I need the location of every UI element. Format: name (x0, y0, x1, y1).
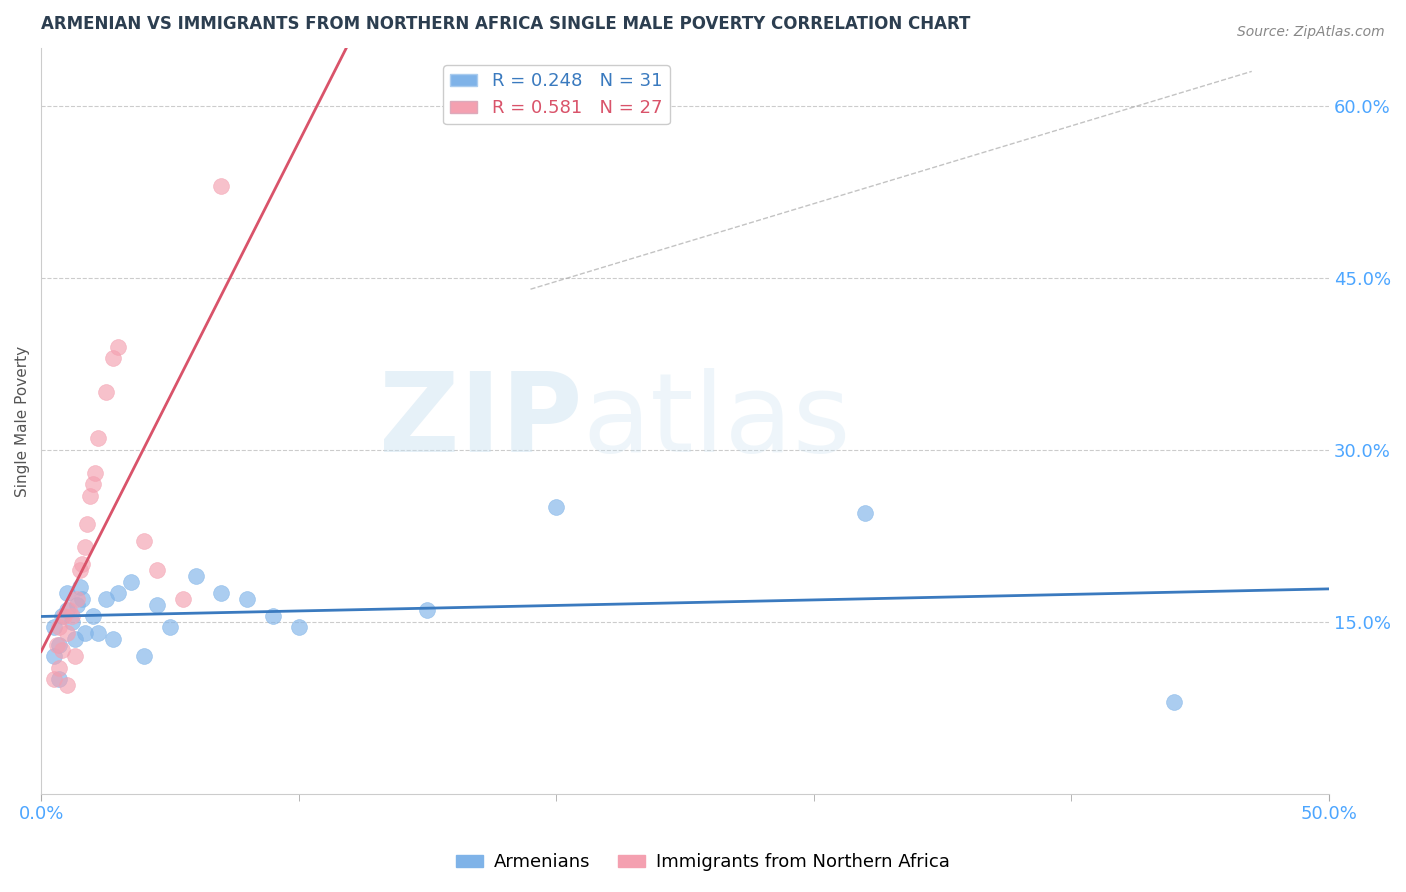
Point (63, 632, 86, 646)
Text: ARMENIAN VS IMMIGRANTS FROM NORTHERN AFRICA SINGLE MALE POVERTY CORRELATION CHAR: ARMENIAN VS IMMIGRANTS FROM NORTHERN AFR… (41, 15, 970, 33)
Point (103, 632, 125, 646)
Point (73, 626, 96, 640)
Point (63, 649, 86, 664)
Point (146, 563, 169, 577)
Point (134, 649, 156, 664)
Point (82, 477, 104, 491)
Point (48, 620, 70, 634)
Point (60, 609, 83, 624)
Point (72, 591, 94, 606)
Point (51, 643, 73, 657)
Point (42, 672, 65, 686)
Point (107, 339, 129, 353)
Point (236, 591, 259, 606)
Point (107, 586, 129, 600)
Point (79, 489, 101, 503)
Legend: R = 0.248   N = 31, R = 0.581   N = 27: R = 0.248 N = 31, R = 0.581 N = 27 (443, 65, 669, 124)
Point (159, 620, 181, 634)
Point (87, 626, 110, 640)
Text: atlas: atlas (582, 368, 851, 475)
Point (103, 351, 125, 365)
Point (87, 431, 110, 445)
Point (287, 620, 309, 634)
Point (60, 615, 83, 629)
Point (48, 638, 70, 652)
Text: ZIP: ZIP (378, 368, 582, 475)
Point (48, 660, 70, 674)
Point (69, 580, 91, 594)
Point (56, 586, 79, 600)
Point (56, 626, 79, 640)
Point (48, 672, 70, 686)
Point (1163, 695, 1185, 709)
Point (184, 569, 207, 583)
Point (56, 603, 79, 617)
Point (58, 603, 80, 617)
Point (72, 558, 94, 572)
Point (209, 586, 232, 600)
Point (51, 609, 73, 624)
Point (53, 609, 76, 624)
Point (42, 649, 65, 664)
Point (94, 385, 117, 400)
Point (84, 466, 107, 480)
Text: Source: ZipAtlas.com: Source: ZipAtlas.com (1237, 25, 1385, 39)
Point (172, 591, 194, 606)
Point (209, 179, 232, 194)
Point (262, 609, 284, 624)
Point (134, 534, 156, 549)
Point (94, 591, 117, 606)
Point (69, 563, 91, 577)
Point (546, 500, 568, 514)
Point (120, 574, 142, 589)
Point (42, 620, 65, 634)
Legend: Armenians, Immigrants from Northern Africa: Armenians, Immigrants from Northern Afri… (449, 847, 957, 879)
Point (76, 517, 98, 532)
Point (66, 598, 89, 612)
Y-axis label: Single Male Poverty: Single Male Poverty (15, 345, 30, 497)
Point (73, 540, 96, 554)
Point (82, 609, 104, 624)
Point (45, 638, 67, 652)
Point (146, 598, 169, 612)
Point (66, 591, 89, 606)
Point (416, 603, 439, 617)
Point (853, 506, 876, 520)
Point (56, 678, 79, 692)
